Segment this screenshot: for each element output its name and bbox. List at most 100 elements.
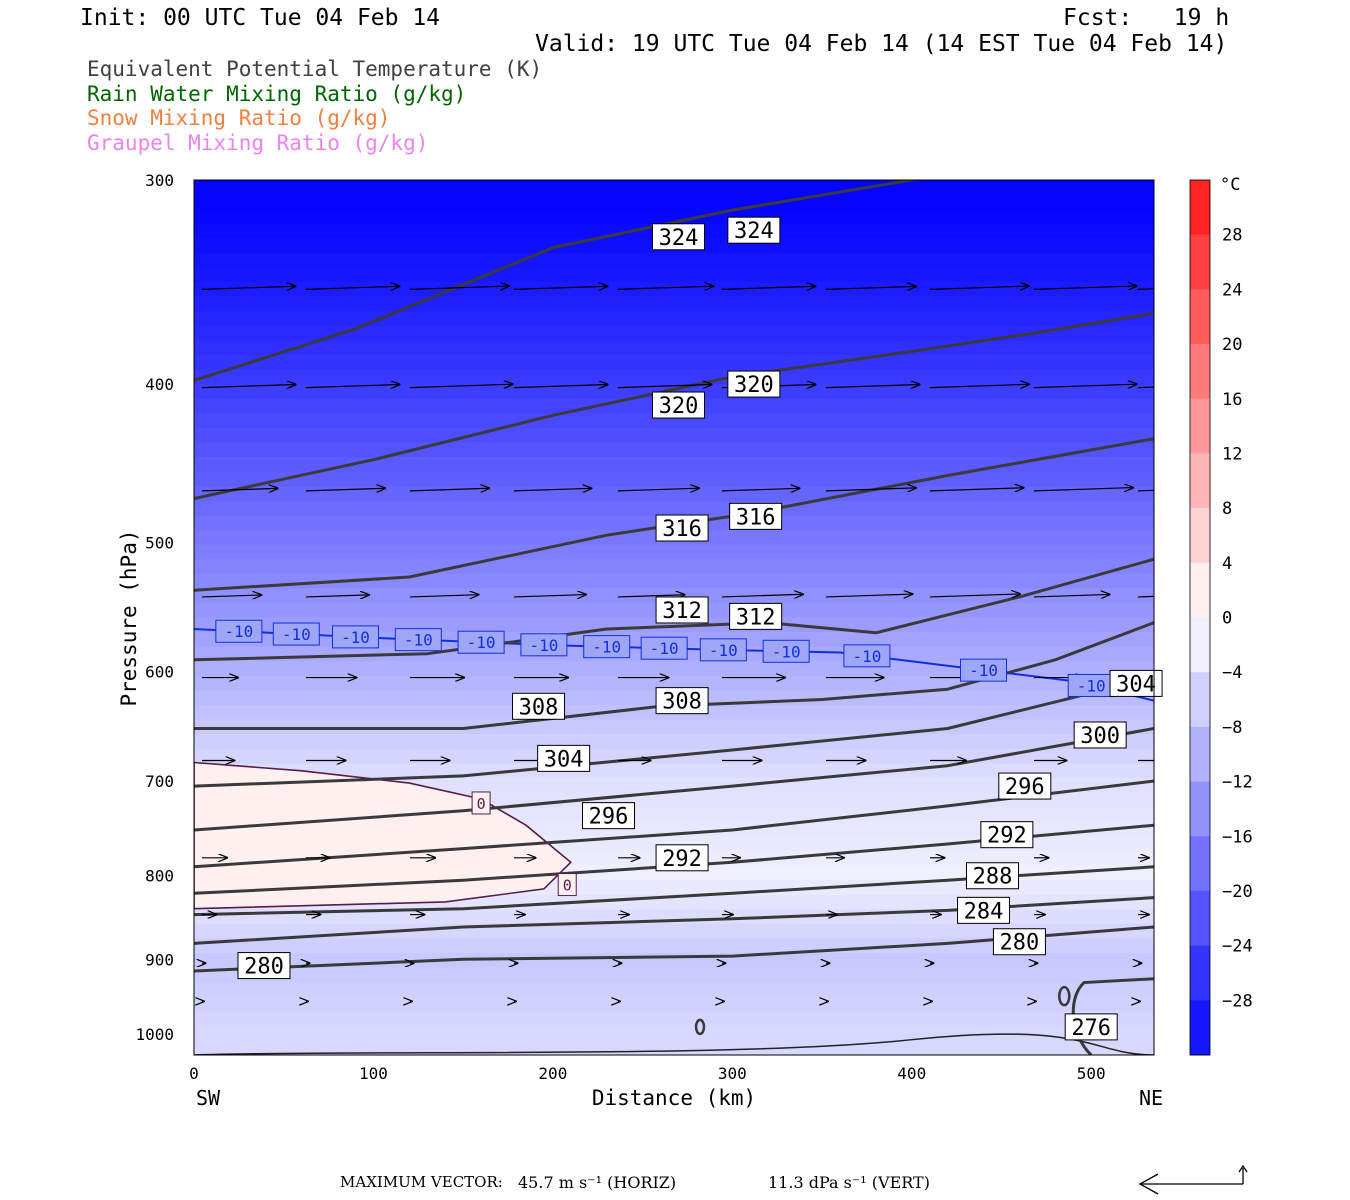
theta-e-label: 292 [655,844,709,872]
colorbar-segment [1190,344,1210,400]
temperature-band [194,588,1154,604]
wind-vector [617,384,712,387]
wind-vector [513,384,608,387]
legend-graupel: Graupel Mixing Ratio (g/kg) [87,131,429,155]
wind-vector [409,595,478,597]
colorbar-segment [1190,836,1210,892]
theta-e-label: 316 [729,502,783,530]
wind-vector [201,384,296,387]
temperature-band [194,340,1154,356]
isotherm-label: -10 [960,658,1008,682]
theta-e-label-box [655,844,709,872]
isotherm-label: -10 [762,639,810,663]
theta-e-label: 292 [980,821,1034,849]
theta-e-label-text: 296 [1005,775,1045,800]
colorbar-segment [1190,180,1210,236]
isotherm-label: -10 [1067,673,1115,697]
theta-e-label: 320 [651,391,705,419]
isotherm-label: -10 [583,635,631,659]
colorbar-tick-label: 0 [1222,609,1232,629]
contour-labels: -10 -10 -10 -10 -10 -10 -10 -10 -10 -10 -10 -10 -10 0… [215,216,1163,1041]
theta-e-label-box [537,744,591,772]
wind-vector [825,594,912,597]
wind-vector [617,595,685,597]
temperature-shading [194,180,1154,1055]
colorbar-tick-label: 16 [1222,390,1242,410]
temperature-band [194,675,1154,692]
isotherm-label: -10 [640,636,688,660]
temperature-band [194,194,1154,211]
theta-e-label-text: 312 [662,599,702,624]
temperature-band [194,457,1154,473]
colorbar-segment [1190,890,1210,947]
theta-e-label: 296 [998,772,1052,800]
isotherm-label: -10 [394,628,442,652]
isotherm-label-text: -10 [529,636,558,655]
temperature-band [194,500,1154,517]
wind-vector [201,286,296,289]
y-tick-label: 700 [145,772,174,791]
isotherm-label: -10 [272,622,320,646]
theta-e-label: 316 [655,514,709,542]
theta-e-label: 280 [237,952,291,980]
isotherm-label: -10 [520,633,568,657]
freezing-label-text: 0 [477,795,486,813]
temperature-band [194,325,1154,342]
freezing-label-box [557,873,577,897]
theta-e-label-text: 280 [244,955,284,980]
theta-e-label-box [655,596,709,624]
theta-e-label-text: 316 [662,517,702,542]
isotherm-label-box [762,639,810,663]
small-closed-contour [694,1018,706,1036]
wind-vector [409,488,489,491]
wind-vector [409,286,509,289]
theta-e-label-text: 316 [736,505,776,530]
max-vector-vert: 11.3 dPa s⁻¹ (VERT) [768,1173,930,1192]
theta-e-label-text: 320 [734,373,774,398]
temperature-band [194,996,1154,1013]
isotherm-label-text: -10 [650,639,679,658]
colorbar-segment [1190,398,1210,454]
theta-e-label: 324 [651,223,705,251]
wind-vector [409,384,513,387]
legend-theta-e: Equivalent Potential Temperature (K) [87,57,543,81]
theta-e-label-text: 304 [1116,672,1156,697]
isotherm-label-text: -10 [592,638,621,657]
ne-direction-label: NE [1139,1086,1163,1110]
temperature-band [194,734,1154,750]
isotherm-label-text: -10 [969,661,998,680]
theta-e-label: 304 [537,744,591,772]
freezing-label: 0 [557,873,577,897]
x-tick-label: 400 [897,1064,926,1083]
theta-e-label-text: 300 [1080,724,1120,749]
legend-rain: Rain Water Mixing Ratio (g/kg) [87,82,467,106]
theta-e-284 [194,896,1154,945]
isotherm-label-text: -10 [404,631,433,650]
wind-vector [929,488,1024,491]
x-tick-label: 200 [538,1064,567,1083]
wind-vector [513,595,586,597]
theta-e-label-box [957,896,1011,924]
colorbar-segment [1190,234,1210,290]
temperature-band [194,661,1154,677]
theta-e-label: 304 [1109,669,1163,697]
y-tick-label: 300 [145,171,174,190]
temperature-band [194,763,1154,779]
freezing-label: 0 [471,791,491,815]
theta-e-label-box [582,802,636,830]
theta-e-276 [1071,977,1154,1055]
colorbar-tick-label: −24 [1222,937,1253,957]
temperature-band [194,369,1154,386]
temperature-band [194,296,1154,313]
wind-vector [1033,594,1110,597]
colorbar-frame [1189,179,1211,1056]
theta-e-label-box [655,514,709,542]
isotherm-label: -10 [699,638,747,662]
temperature-band [194,1040,1154,1055]
colorbar-segment [1190,726,1210,783]
colorbar-tick-label: 8 [1222,499,1232,519]
colorbar-segment [1190,562,1210,618]
colorbar-tick-label: −4 [1222,663,1242,683]
temperature-band [194,252,1154,269]
colorbar-tick-label: 28 [1222,226,1242,246]
